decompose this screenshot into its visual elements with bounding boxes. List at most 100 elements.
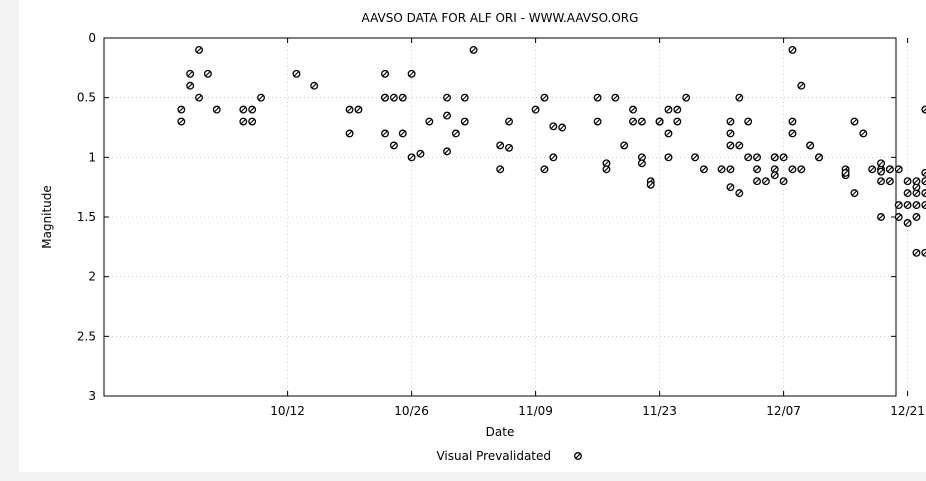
data-point [496,165,505,174]
data-point [425,117,434,126]
data-point [726,165,735,174]
data-point [726,141,735,150]
data-point [788,165,797,174]
data-point [257,93,265,102]
data-point [921,177,926,186]
data-point [646,180,655,189]
data-point [744,153,753,162]
data-point [735,189,744,198]
data-point [593,117,602,126]
data-point [726,117,735,126]
x-tick-label: 12/07 [766,404,801,418]
data-point [212,105,221,114]
data-point [239,105,248,114]
data-point [841,168,850,177]
data-point [921,105,926,114]
data-point [558,123,567,132]
data-point [903,177,912,186]
data-point [664,153,673,162]
y-tick-label: 3 [88,389,96,403]
data-point [921,189,926,198]
data-point [903,201,912,210]
data-point [292,69,301,78]
data-point [593,93,602,102]
data-point [903,219,912,227]
data-point [416,149,425,158]
data-point [398,129,407,138]
data-point [460,93,469,102]
data-point [469,45,478,54]
y-tick-label: 0.5 [77,91,96,105]
data-point [195,93,203,102]
legend-label: Visual Prevalidated [436,449,551,463]
data-point [655,117,664,126]
x-tick-label: 11/09 [518,404,553,418]
data-point [345,129,354,138]
data-point [398,93,407,102]
data-point [788,129,797,138]
data-point [788,117,797,126]
y-tick-label: 2 [88,270,96,284]
data-point [903,189,912,198]
data-point [540,165,549,174]
data-point [770,171,779,180]
data-point [753,165,761,174]
data-point [354,105,363,114]
data-point [885,165,894,174]
data-point [877,177,885,186]
data-point [203,69,212,78]
data-point [912,201,921,210]
data-point [761,177,770,186]
legend: Visual Prevalidated [436,449,582,463]
data-point [389,93,398,102]
data-point [381,69,389,78]
data-point [345,105,354,114]
data-point [877,167,885,176]
data-point [850,117,859,126]
data-point [602,165,611,174]
data-point [443,93,451,102]
data-point [788,45,797,54]
data-point [779,153,788,162]
data-point [753,153,761,162]
data-point [753,177,761,186]
x-axis: 10/12 10/26 11/09 11/23 12/07 12/21 [270,38,925,418]
chart-frame: AAVSO DATA FOR ALF ORI - WWW.AAVSO.ORG 1… [19,0,926,472]
data-point [770,153,779,162]
x-axis-label: Date [486,425,515,439]
data-point [443,111,451,120]
data-point [531,105,540,114]
data-point [894,165,903,174]
y-axis: 0 0.5 1 1.5 2 2.5 3 [77,31,896,403]
data-point [549,153,558,162]
data-point [496,141,505,150]
y-tick-label: 2.5 [77,329,96,343]
x-tick-label: 11/23 [642,404,677,418]
y-tick-label: 0 [88,31,96,45]
data-point [540,93,549,102]
data-point [177,117,186,126]
data-point [885,177,894,186]
data-point [797,165,806,174]
data-point [877,213,885,221]
data-point [673,117,682,126]
data-point [549,122,558,131]
legend-marker-symbol [574,452,582,460]
data-point [505,117,513,126]
data-point [381,93,389,102]
data-point [859,129,868,138]
data-point [664,105,673,114]
data-point [735,93,744,102]
data-point [868,165,877,174]
data-point [912,248,921,257]
x-tick-label: 12/21 [890,404,925,418]
data-point [407,153,416,162]
data-point [611,93,620,102]
data-point [912,213,921,221]
magnitude-scatter-chart: AAVSO DATA FOR ALF ORI - WWW.AAVSO.ORG 1… [40,11,926,463]
data-point [602,159,611,168]
data-points [177,45,926,257]
data-point [443,147,451,156]
data-point [877,159,885,168]
data-point [177,105,186,114]
